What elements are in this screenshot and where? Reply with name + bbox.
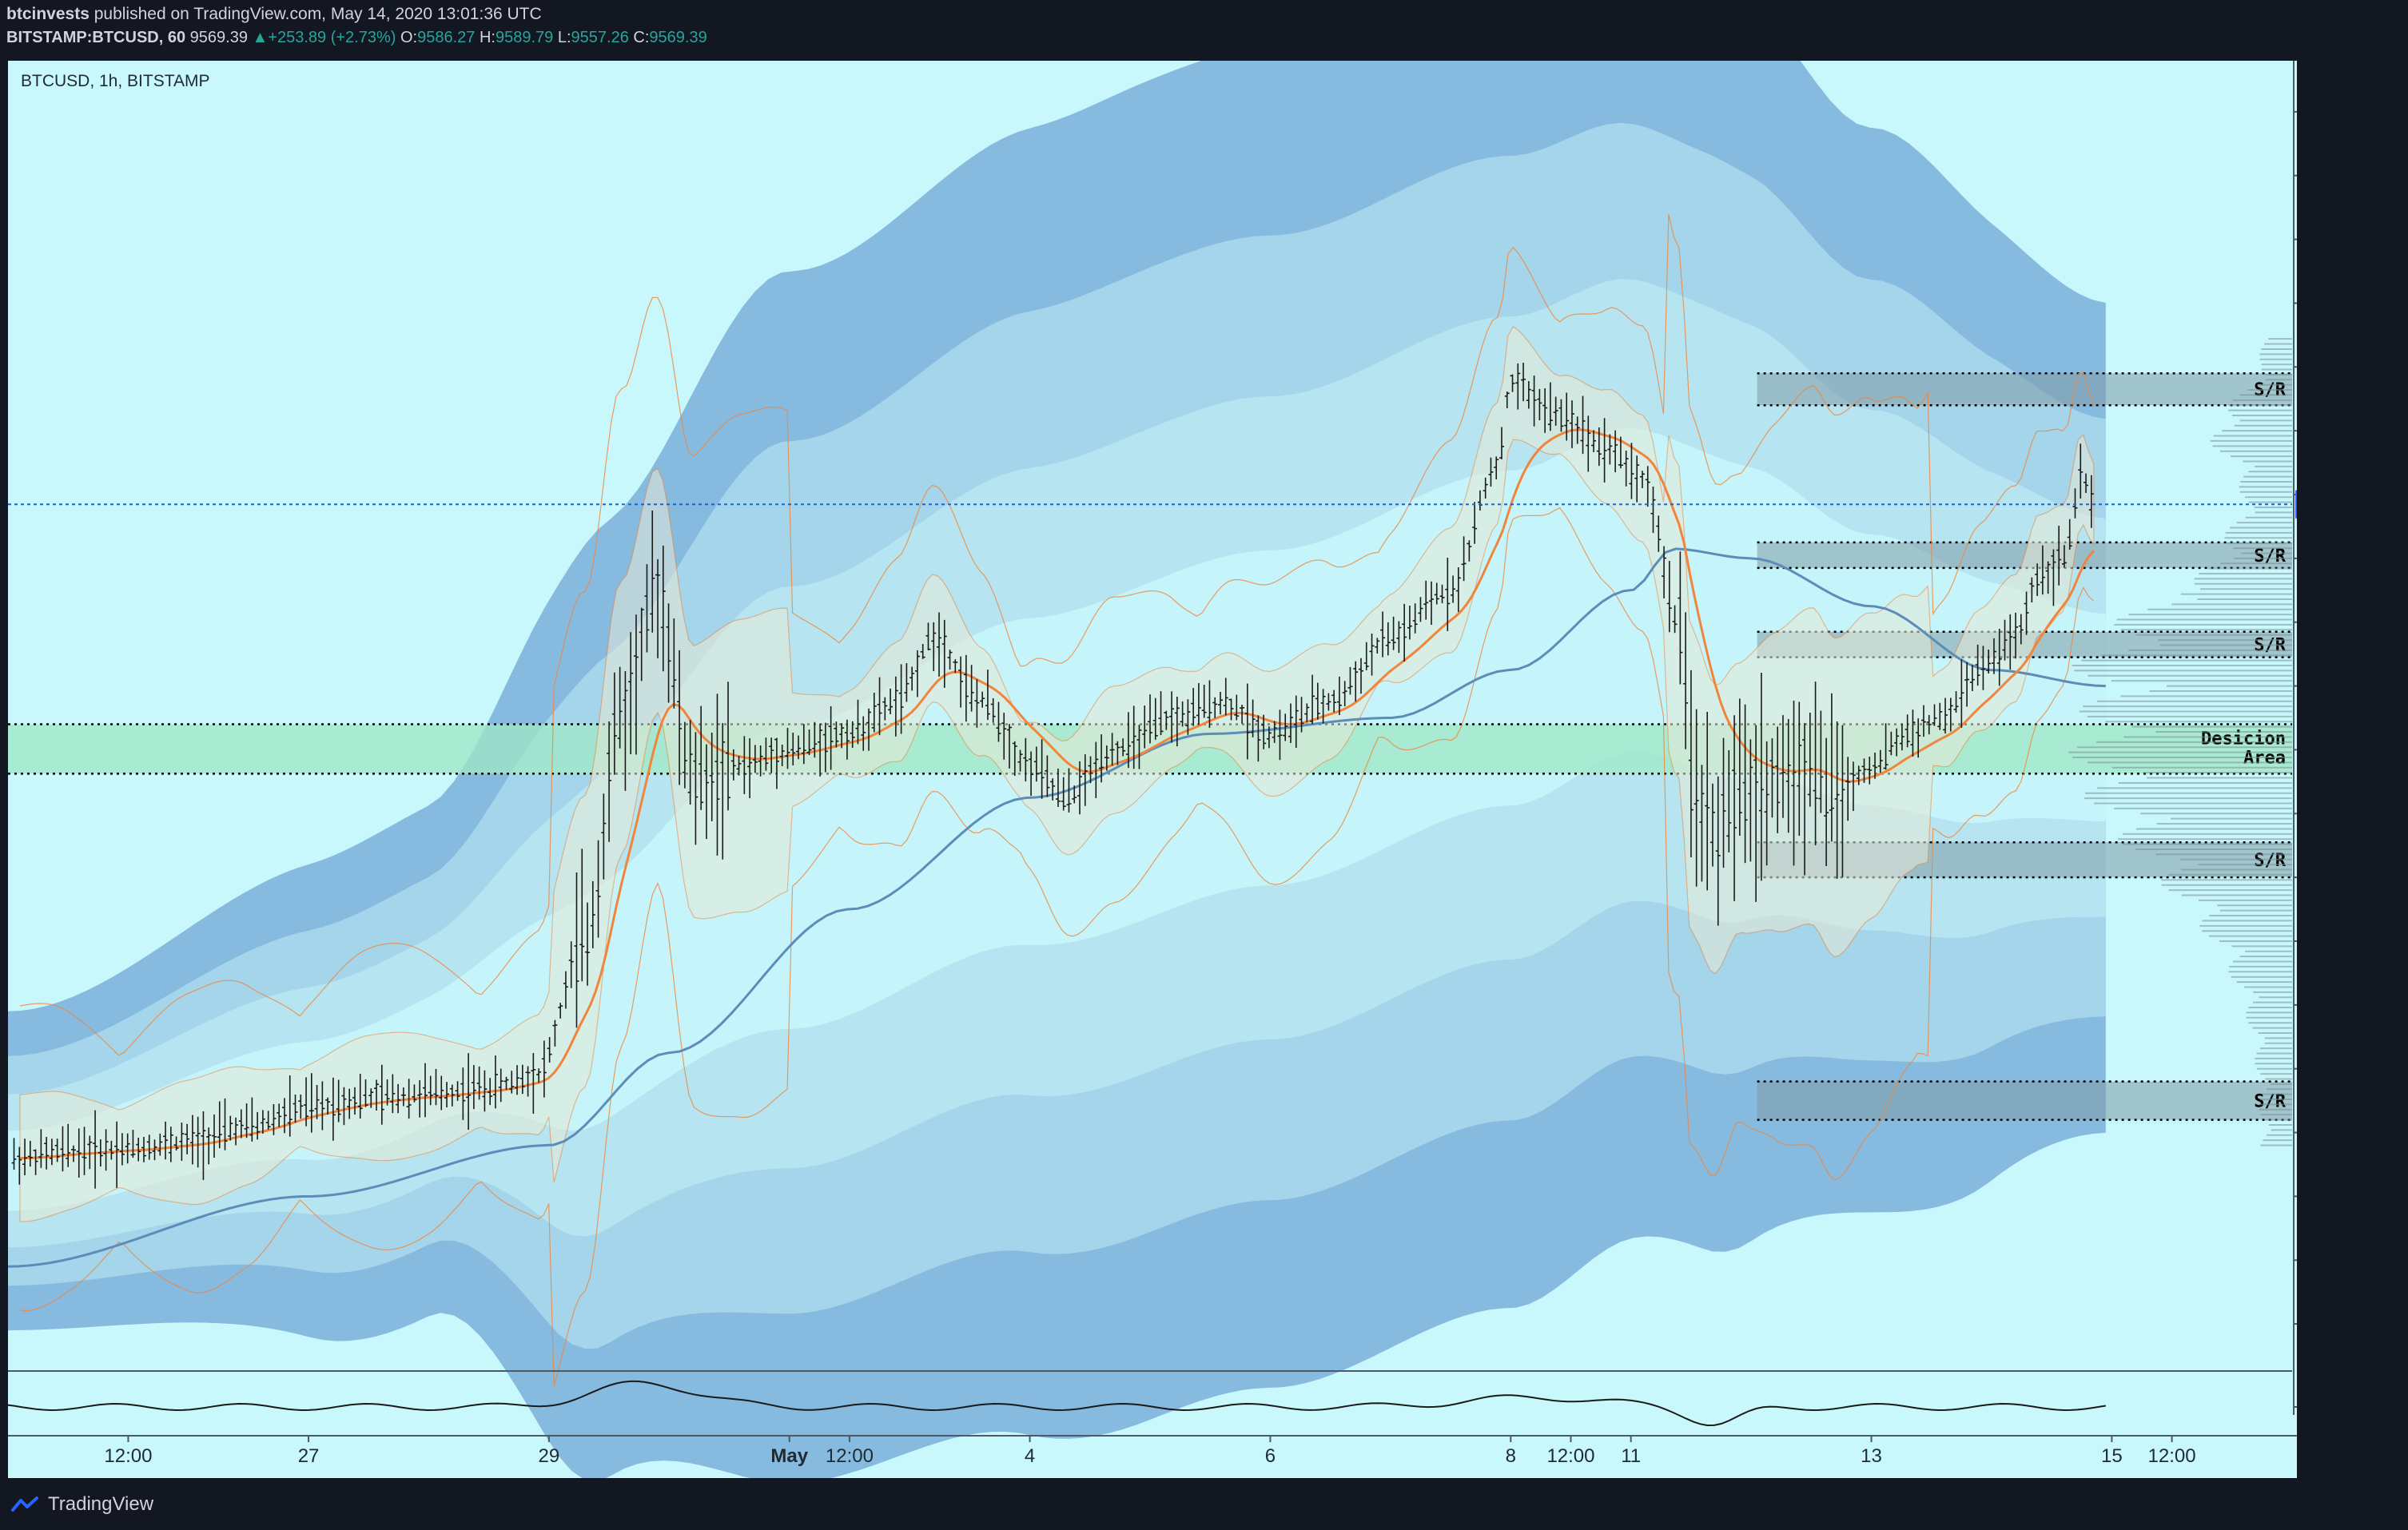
price-change: +253.89 (+2.73%) [268,29,396,46]
open-value: 9586.27 [417,29,476,46]
time-tick-label: 13 [1861,1445,1882,1467]
time-tick-label: 11 [1621,1445,1641,1467]
author-name[interactable]: btcinvests [6,5,90,23]
footer: TradingView [0,1480,2408,1530]
chart-header: btcinvests published on TradingView.com,… [0,0,2408,59]
last-price: 9569.39 [189,29,248,46]
zone-label: S/R [2254,1092,2286,1112]
chart-title: BTCUSD, 1h, BITSTAMP [21,72,210,90]
close-value: 9569.39 [649,29,707,46]
outer-envelope-lower [19,507,2095,1387]
outer-envelope-upper [19,214,2095,1056]
time-tick-label: 12:00 [2148,1445,2196,1467]
price-axis-background [2294,61,2297,1478]
time-tick-label: 12:00 [104,1445,152,1467]
sr-zone[interactable] [1757,373,2292,406]
close-label: C: [633,29,650,46]
price-axis: 10800.0010600.0010400.0010200.0010000.00… [2294,110,2297,1325]
time-tick-label: 8 [1506,1445,1516,1467]
up-arrow-icon: ▲ [252,29,269,46]
time-tick-label: May [770,1445,808,1467]
time-tick-label: 15 [2101,1445,2123,1467]
tradingview-logo[interactable]: TradingView [11,1492,153,1516]
time-tick-label: 6 [1265,1445,1276,1467]
bollinger-band-fill [19,325,2095,1222]
high-value: 9589.79 [495,29,554,46]
price-chart[interactable]: S/RS/RS/RDesicionAreaS/RS/R10800.0010600… [8,61,2297,1478]
time-tick-label: 29 [539,1445,560,1467]
published-text: published on TradingView.com, May 14, 20… [94,5,542,23]
current-price-tag[interactable] [2295,490,2297,519]
symbol-label[interactable]: BITSTAMP:BTCUSD, 60 [6,29,186,46]
time-tick-label: 4 [1025,1445,1035,1467]
oscillator-line [8,1380,2106,1427]
tradingview-brand: TradingView [48,1493,154,1515]
time-tick-label: 27 [298,1445,320,1467]
high-label: H: [479,29,496,46]
publish-info: btcinvests published on TradingView.com,… [6,5,542,24]
volume-profile [2068,338,2292,1147]
chart-area[interactable]: S/RS/RS/RDesicionAreaS/RS/R10800.0010600… [8,61,2297,1478]
price-bars [11,362,2094,1189]
tradingview-logo-icon [11,1496,38,1512]
sr-zone[interactable] [1757,1081,2292,1120]
sma-line [8,547,2106,1268]
symbol-info: BITSTAMP:BTCUSD, 60 9569.39 ▲+253.89 (+2… [6,29,707,47]
low-label: L: [557,29,571,46]
low-value: 9557.26 [571,29,629,46]
open-label: O: [400,29,418,46]
time-tick-label: 12:00 [1546,1445,1594,1467]
time-tick-label: 12:00 [826,1445,874,1467]
